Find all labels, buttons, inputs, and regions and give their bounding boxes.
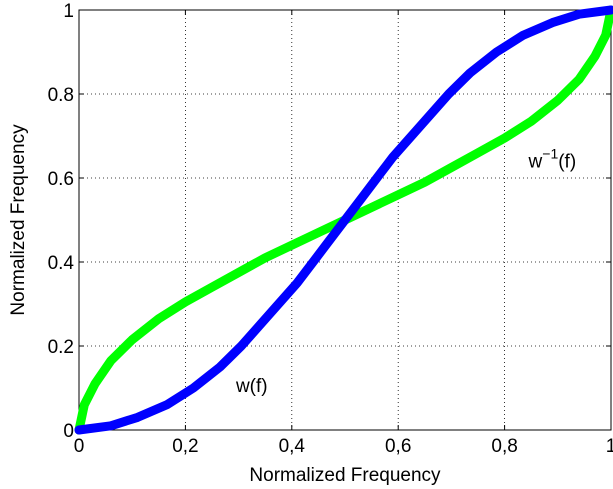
x-tick-label: 0,6 (385, 436, 411, 457)
x-tick-label: 1 (606, 436, 613, 457)
plot-area-frame (78, 9, 612, 431)
x-tick-labels: 0 0,2 0,4 0,6 0,8 1 (74, 436, 613, 457)
series-line-2 (74, 5, 613, 435)
y-tick-labels: 0 0.2 0.4 0.6 0.8 1 (48, 1, 75, 442)
y-tick-label: 0 (63, 421, 74, 442)
y-tick-label: 1 (63, 1, 74, 22)
y-tick-label: 0.6 (48, 169, 74, 190)
y-tick-label: 0.2 (48, 337, 74, 358)
annotations: w(f) w−1(f) (235, 146, 576, 398)
x-tick-label: 0 (74, 436, 85, 457)
y-tick-label: 0.8 (48, 85, 74, 106)
x-tick-label: 0,4 (279, 436, 306, 457)
x-tick-label: 0,8 (491, 436, 517, 457)
grid-lines (79, 10, 611, 430)
annotation-label-1: w(f) (235, 376, 268, 397)
x-axis-title: Normalized Frequency (249, 465, 441, 486)
x-tick-label: 0,2 (172, 436, 198, 457)
annotation-label-2: w−1(f) (528, 146, 577, 173)
y-tick-label: 0.4 (48, 253, 75, 274)
series-lines (74, 5, 613, 435)
y-axis-title: Normalized Frequency (8, 124, 29, 316)
